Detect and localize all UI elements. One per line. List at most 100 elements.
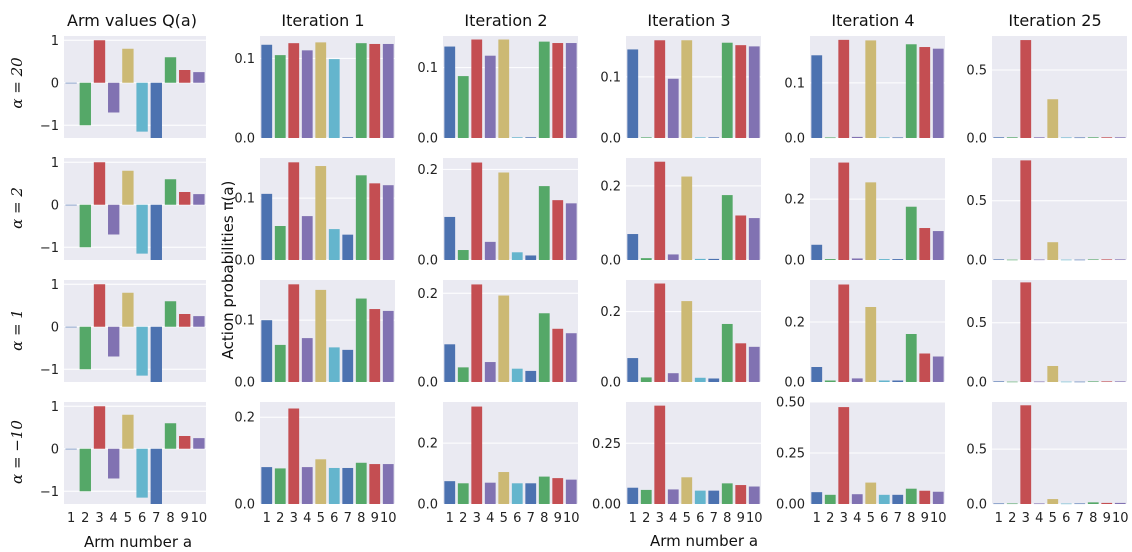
bar-arm-8 bbox=[355, 298, 367, 382]
bar-arm-6 bbox=[511, 252, 523, 260]
bar-arm-10 bbox=[932, 48, 944, 139]
y-tick-label: 0.2 bbox=[417, 437, 438, 452]
bar-arm-8 bbox=[164, 57, 177, 83]
bar-arm-7 bbox=[150, 326, 162, 382]
bar-arm-2 bbox=[457, 367, 469, 382]
bar-arm-2 bbox=[457, 483, 469, 504]
bar-arm-10 bbox=[748, 346, 760, 382]
bar-arm-1 bbox=[993, 503, 1005, 505]
bar-arm-5 bbox=[1047, 365, 1059, 382]
y-tick-label: 0.0 bbox=[966, 254, 987, 269]
y-tick-label: 0.0 bbox=[417, 254, 438, 269]
bar-arm-6 bbox=[136, 82, 148, 132]
bar-arm-9 bbox=[1101, 381, 1113, 383]
x-tick-label: 6 bbox=[330, 511, 338, 526]
y-tick-label: 0.0 bbox=[966, 498, 987, 513]
x-tick-label: 6 bbox=[880, 511, 888, 526]
bar-arm-3 bbox=[838, 407, 850, 504]
bar-arm-6 bbox=[878, 259, 890, 260]
bar-arm-4 bbox=[667, 254, 679, 260]
bar-arm-6 bbox=[328, 229, 340, 260]
y-tick-label: 0.00 bbox=[776, 498, 805, 513]
bar-arm-7 bbox=[150, 204, 162, 260]
bar-arm-3 bbox=[1020, 160, 1032, 260]
bar-arm-5 bbox=[315, 166, 327, 260]
row-label-alpha-1: α = 1 bbox=[8, 309, 26, 351]
bar-arm-6 bbox=[1060, 503, 1072, 505]
bar-arm-2 bbox=[79, 326, 91, 370]
bar-arm-1 bbox=[444, 481, 456, 504]
bar-arm-1 bbox=[811, 244, 823, 260]
bar-arm-5 bbox=[865, 182, 877, 260]
bar-arm-4 bbox=[1033, 137, 1045, 138]
bar-arm-2 bbox=[640, 377, 652, 382]
bar-arm-8 bbox=[721, 323, 733, 382]
col-title-iteration-2: Iteration 2 bbox=[464, 11, 547, 30]
bar-arm-4 bbox=[301, 338, 313, 382]
y-tick-label: 0.2 bbox=[234, 411, 255, 426]
bar-arm-2 bbox=[824, 137, 836, 139]
xlabel-arm-number-left: Arm number a bbox=[84, 533, 192, 551]
x-tick-label: 2 bbox=[276, 511, 284, 526]
x-tick-label: 3 bbox=[95, 511, 103, 526]
bar-arm-1 bbox=[261, 320, 273, 382]
bar-arm-8 bbox=[905, 44, 917, 138]
bar-arm-9 bbox=[735, 485, 747, 504]
y-tick-label: 0.2 bbox=[784, 193, 805, 208]
bar-arm-8 bbox=[538, 476, 550, 504]
bar-arm-1 bbox=[627, 49, 639, 138]
panel-r1-c5: 0.0 0.1 bbox=[784, 36, 945, 147]
bar-arm-4 bbox=[1033, 503, 1045, 505]
bar-arm-2 bbox=[824, 494, 836, 504]
bar-arm-10 bbox=[1114, 137, 1126, 138]
col-title-arm-values: Arm values Q(a) bbox=[67, 11, 197, 30]
bar-arm-10 bbox=[565, 333, 577, 382]
ylabel-action-probabilities: Action probabilities π(a) bbox=[219, 181, 237, 360]
bar-arm-1 bbox=[65, 82, 77, 84]
panel-background bbox=[992, 36, 1127, 138]
bar-arm-3 bbox=[838, 162, 850, 260]
y-tick-label: 0.0 bbox=[600, 376, 621, 391]
y-tick-label: −1 bbox=[40, 119, 59, 134]
bar-arm-5 bbox=[122, 48, 134, 83]
bar-arm-1 bbox=[261, 44, 273, 138]
bar-arm-2 bbox=[640, 489, 652, 504]
panels-grid: −1010.00.10.00.10.00.10.00.10.00.5−1010.… bbox=[40, 34, 1129, 526]
x-tick-label: 1 bbox=[446, 511, 454, 526]
bar-arm-8 bbox=[355, 43, 367, 138]
bar-arm-7 bbox=[525, 483, 537, 504]
y-tick-label: 0.0 bbox=[234, 498, 255, 513]
col-title-iteration-4: Iteration 4 bbox=[831, 11, 914, 30]
bar-arm-6 bbox=[878, 137, 890, 139]
bar-arm-3 bbox=[654, 283, 666, 382]
bar-arm-4 bbox=[851, 378, 863, 382]
panel-r2-c5: 0.0 0.2 bbox=[784, 158, 945, 269]
bar-arm-2 bbox=[824, 380, 836, 382]
bar-arm-4 bbox=[484, 482, 496, 504]
bar-arm-3 bbox=[93, 40, 106, 83]
bar-arm-10 bbox=[748, 218, 760, 260]
bar-arm-9 bbox=[552, 478, 564, 504]
bar-arm-5 bbox=[315, 459, 327, 504]
panel-r3-c6: 0.0 0.5 bbox=[966, 280, 1127, 391]
x-tick-label: 7 bbox=[344, 511, 352, 526]
bar-arm-6 bbox=[878, 380, 890, 382]
row-label-alpha-minus-10: α = −10 bbox=[8, 420, 26, 484]
y-tick-label: 0.0 bbox=[234, 254, 255, 269]
bar-arm-7 bbox=[708, 258, 720, 260]
x-tick-label: 5 bbox=[867, 511, 875, 526]
bar-arm-5 bbox=[498, 39, 510, 138]
bar-arm-8 bbox=[355, 175, 367, 260]
x-tick-label: 1 bbox=[67, 511, 75, 526]
bar-arm-8 bbox=[721, 483, 733, 504]
bar-arm-5 bbox=[1047, 499, 1059, 504]
x-tick-label: 4 bbox=[303, 511, 311, 526]
bar-arm-10 bbox=[565, 43, 577, 138]
x-tick-label: 5 bbox=[124, 511, 132, 526]
y-tick-label: 0.0 bbox=[417, 498, 438, 513]
x-tick-label: 8 bbox=[907, 511, 915, 526]
bar-arm-9 bbox=[369, 464, 381, 504]
bar-arm-1 bbox=[261, 193, 273, 260]
panel-background bbox=[992, 158, 1127, 260]
